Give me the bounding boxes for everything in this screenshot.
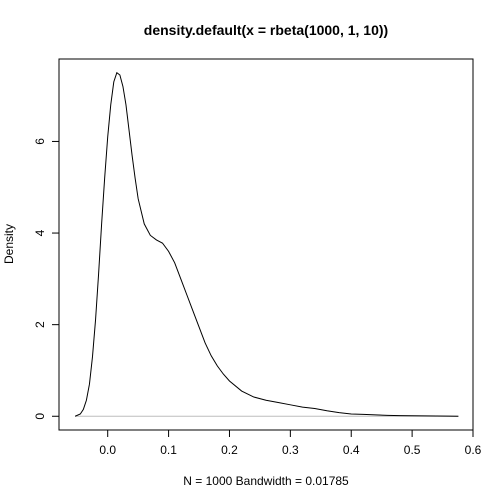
x-tick-label: 0.0 xyxy=(99,443,116,457)
y-axis-ticks: 0 2 4 6 xyxy=(33,138,59,420)
x-tick-label: 0.3 xyxy=(282,443,299,457)
y-tick-label: 0 xyxy=(33,413,47,420)
y-axis-label: Density xyxy=(2,224,16,264)
plot-frame xyxy=(58,58,474,431)
x-axis-ticks: 0.0 0.1 0.2 0.3 0.4 0.5 0.6 xyxy=(99,430,482,457)
x-tick-label: 0.2 xyxy=(221,443,238,457)
x-axis-label: N = 1000 Bandwidth = 0.01785 xyxy=(183,474,349,488)
y-tick-label: 6 xyxy=(33,138,47,145)
x-tick-label: 0.6 xyxy=(465,443,482,457)
x-tick-label: 0.5 xyxy=(404,443,421,457)
density-curve xyxy=(74,71,459,417)
y-tick-label: 2 xyxy=(33,321,47,328)
x-tick-label: 0.4 xyxy=(343,443,360,457)
chart-title: density.default(x = rbeta(1000, 1, 10)) xyxy=(144,22,388,38)
x-tick-label: 0.1 xyxy=(160,443,177,457)
y-tick-label: 4 xyxy=(33,229,47,236)
